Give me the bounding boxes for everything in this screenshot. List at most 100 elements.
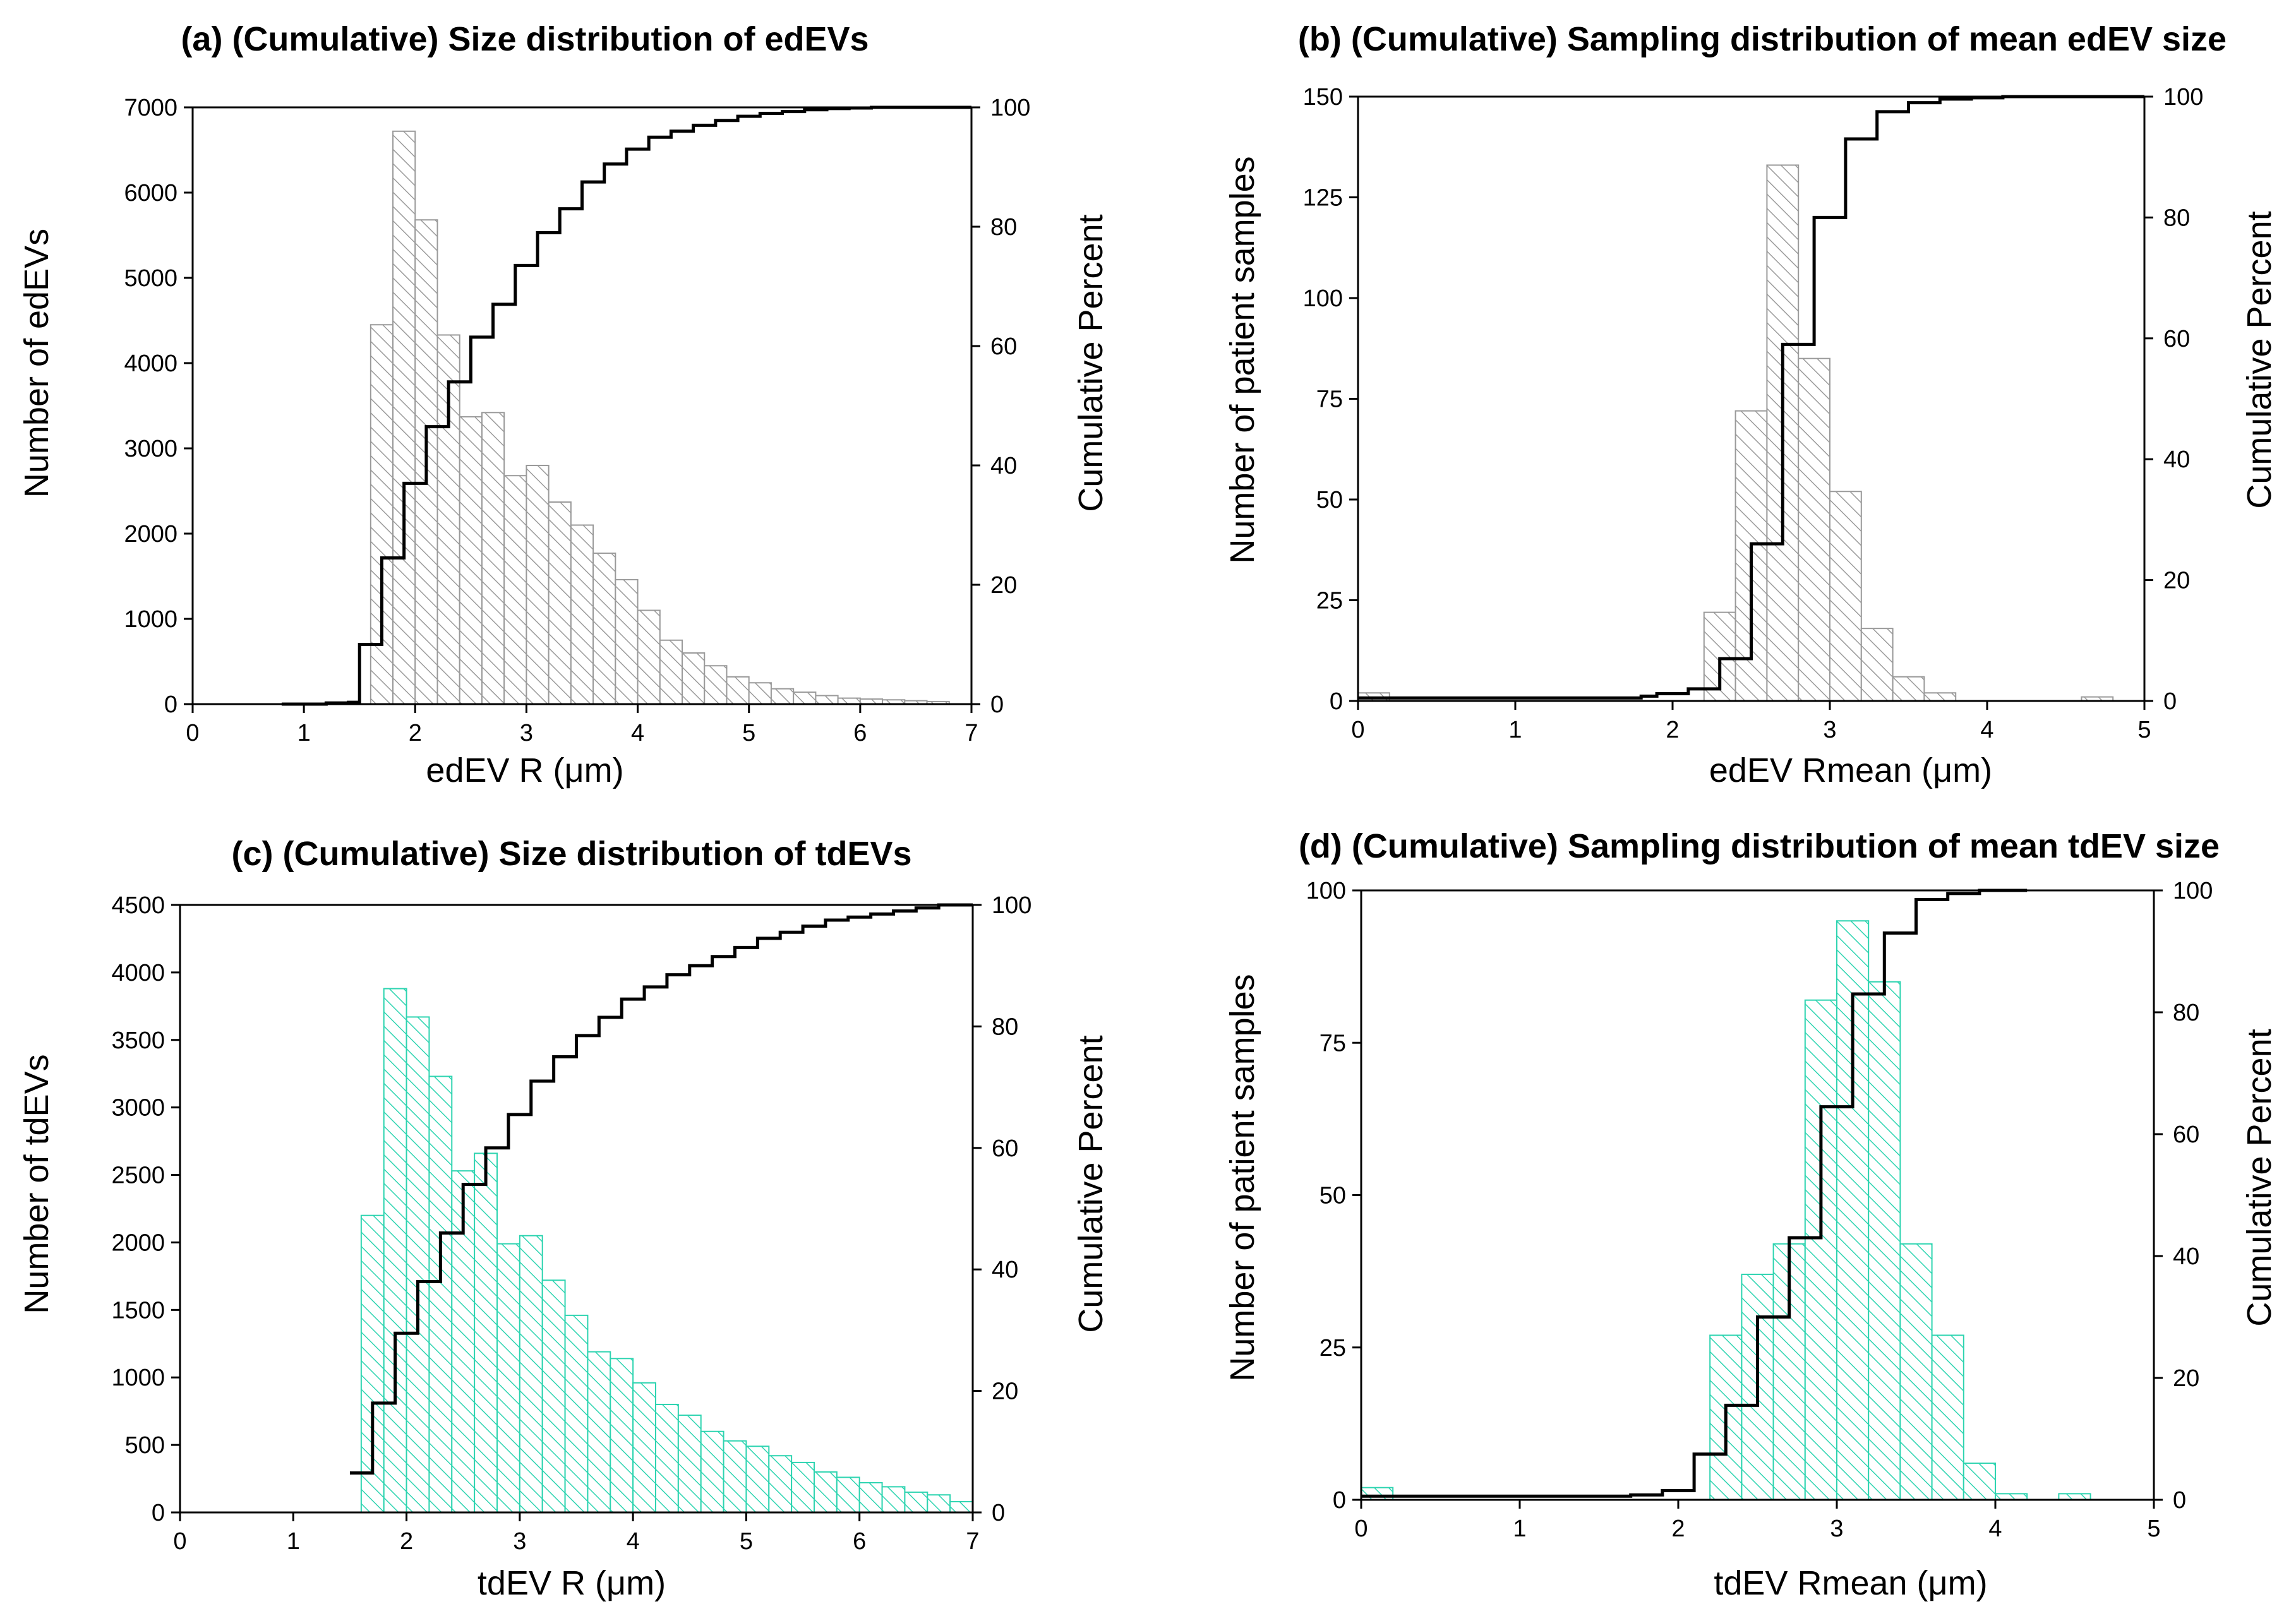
y2-tick-label: 60 xyxy=(990,333,1017,360)
y-tick-label: 1000 xyxy=(124,606,177,633)
histogram-bar xyxy=(610,1358,634,1513)
y2-axis-label-d: Cumulative Percent xyxy=(2240,1029,2278,1326)
histogram-bar xyxy=(406,1016,430,1513)
x-tick-label: 0 xyxy=(1351,717,1364,743)
y-tick-label: 3000 xyxy=(111,1095,165,1122)
plot-frame xyxy=(179,904,974,1514)
y2-tick-label: 20 xyxy=(990,572,1017,599)
x-axis-label-b: edEV Rmean (μm) xyxy=(1709,751,1992,789)
x-tick-label: 5 xyxy=(2137,717,2151,743)
y-tick-label: 4500 xyxy=(111,892,165,919)
chart-title-c: (c) (Cumulative) Size distribution of td… xyxy=(231,835,911,873)
y-tick-label: 50 xyxy=(1316,487,1343,513)
histogram-bar xyxy=(496,1243,520,1514)
y-tick-label: 150 xyxy=(1303,84,1343,111)
y-tick-label: 3500 xyxy=(111,1027,165,1054)
x-tick-label: 4 xyxy=(1988,1516,2002,1542)
y-tick-label: 100 xyxy=(1303,285,1343,312)
y2-axis-label-c: Cumulative Percent xyxy=(1072,1035,1110,1332)
histogram-bar xyxy=(793,691,817,705)
y2-tick-label: 100 xyxy=(990,95,1030,121)
y-axis-label-b: Number of patient samples xyxy=(1223,156,1261,563)
histogram-bar xyxy=(615,578,639,705)
histogram-bar xyxy=(836,1476,860,1513)
y2-tick-label: 100 xyxy=(2163,84,2203,111)
histogram-bar xyxy=(745,1445,770,1513)
y2-tick-label: 20 xyxy=(2173,1365,2199,1392)
y-tick-label: 0 xyxy=(1333,1487,1346,1514)
y-tick-label: 25 xyxy=(1319,1335,1346,1362)
x-tick-label: 3 xyxy=(513,1528,526,1555)
y-tick-label: 6000 xyxy=(124,180,177,206)
histogram-bar xyxy=(1829,491,1862,702)
y-tick-label: 1000 xyxy=(111,1365,165,1391)
histogram-bar xyxy=(570,524,594,705)
y-tick-label: 75 xyxy=(1319,1030,1346,1056)
y-tick-label: 4000 xyxy=(111,960,165,986)
histogram-bar xyxy=(723,1440,747,1513)
y2-tick-label: 0 xyxy=(2163,688,2177,715)
y-tick-label: 0 xyxy=(164,691,177,718)
histogram-bar xyxy=(770,688,795,705)
histogram-bar xyxy=(1860,628,1894,702)
chart-title-b: (b) (Cumulative) Sampling distribution o… xyxy=(1298,20,2227,58)
panel-a: (a) (Cumulative) Size distribution of ed… xyxy=(18,20,1110,789)
y2-axis-label-a: Cumulative Percent xyxy=(1072,214,1110,512)
cumulative-line xyxy=(1358,95,2144,700)
histogram-bar xyxy=(927,1494,951,1514)
x-tick-label: 6 xyxy=(853,720,867,746)
y2-axis-label-b: Cumulative Percent xyxy=(2240,211,2278,508)
histogram-bar xyxy=(814,1471,838,1514)
histogram-bar xyxy=(1868,981,1901,1500)
histogram-bar xyxy=(526,465,550,705)
histogram-bar xyxy=(370,324,394,705)
histogram-bar xyxy=(1798,357,1830,702)
histogram-bar xyxy=(1931,1334,1964,1500)
histogram-bar xyxy=(768,1455,793,1514)
panel-b: (b) (Cumulative) Sampling distribution o… xyxy=(1223,20,2278,789)
y2-tick-label: 40 xyxy=(992,1257,1018,1283)
x-tick-label: 4 xyxy=(1980,717,1993,743)
histogram-bar xyxy=(704,665,728,705)
histogram-bar xyxy=(677,1415,702,1514)
y-tick-label: 75 xyxy=(1316,386,1343,413)
y-tick-label: 100 xyxy=(1306,878,1346,904)
cumulative-line xyxy=(1361,889,2028,1498)
histogram-bar xyxy=(748,682,772,705)
histogram-bar xyxy=(392,130,416,705)
histogram-bar xyxy=(587,1351,611,1514)
histogram-bar xyxy=(592,553,616,705)
y2-tick-label: 80 xyxy=(990,214,1017,241)
y-tick-label: 2000 xyxy=(124,521,177,548)
y2-tick-label: 80 xyxy=(992,1014,1018,1040)
x-tick-label: 0 xyxy=(173,1528,186,1555)
y2-tick-label: 80 xyxy=(2163,205,2190,231)
x-tick-label: 7 xyxy=(966,1528,979,1555)
y2-tick-label: 0 xyxy=(2173,1487,2186,1514)
histogram-bar xyxy=(428,1075,453,1513)
y2-tick-label: 0 xyxy=(990,691,1004,718)
x-tick-label: 2 xyxy=(400,1528,413,1555)
y-tick-label: 50 xyxy=(1319,1183,1346,1209)
y-tick-label: 5000 xyxy=(124,265,177,292)
y-tick-label: 4000 xyxy=(124,350,177,377)
y-tick-label: 7000 xyxy=(124,95,177,121)
y-tick-label: 500 xyxy=(125,1432,165,1459)
y2-tick-label: 60 xyxy=(2163,326,2190,352)
histogram-bar xyxy=(459,416,483,705)
y-tick-label: 125 xyxy=(1303,185,1343,212)
panel-c: (c) (Cumulative) Size distribution of td… xyxy=(18,835,1110,1602)
cumulative-line xyxy=(281,105,971,706)
histogram-bar xyxy=(1804,999,1838,1500)
y2-tick-label: 20 xyxy=(2163,568,2190,594)
y2-tick-label: 40 xyxy=(2163,446,2190,473)
histogram-bar xyxy=(659,639,683,705)
y2-tick-label: 100 xyxy=(992,892,1031,919)
y2-tick-label: 40 xyxy=(990,453,1017,479)
y-tick-label: 25 xyxy=(1316,588,1343,614)
histogram-bar xyxy=(632,1382,657,1514)
x-tick-label: 3 xyxy=(1830,1516,1843,1542)
y2-tick-label: 60 xyxy=(2173,1122,2199,1148)
x-axis-label-a: edEV R (μm) xyxy=(426,751,623,789)
cumulative-line xyxy=(349,903,973,1475)
